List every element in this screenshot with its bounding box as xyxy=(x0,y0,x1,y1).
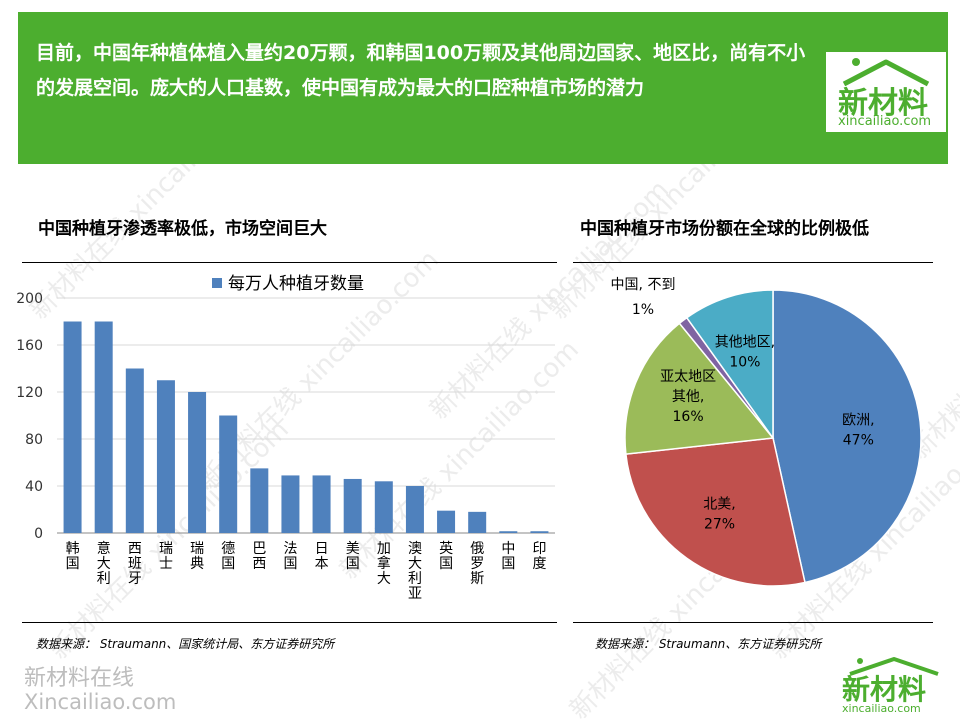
bar xyxy=(281,475,300,533)
bar xyxy=(219,415,238,533)
y-tick-label: 40 xyxy=(25,479,43,495)
x-tick-label: 瑞士 xyxy=(159,541,173,572)
bar xyxy=(63,321,82,533)
x-tick-label: 韩国 xyxy=(66,541,80,572)
legend-swatch xyxy=(212,278,222,288)
bar xyxy=(405,486,424,533)
bar xyxy=(343,478,362,533)
pie-slice xyxy=(624,322,775,455)
pie-label-name: 其他, xyxy=(672,389,704,405)
bar xyxy=(530,531,549,533)
banner-text: 目前，中国年种植体植入量约20万颗，和韩国100万颗及其他周边国家、地区比，尚有… xyxy=(36,42,806,99)
x-tick-label: 俄罗斯 xyxy=(470,541,484,587)
pie-label-name: 中国, 不到 xyxy=(611,277,676,293)
y-tick-label: 120 xyxy=(16,385,43,401)
bar xyxy=(188,392,207,533)
bar xyxy=(374,481,393,533)
bar xyxy=(437,510,456,533)
pie-slice xyxy=(625,437,806,587)
bar xyxy=(499,531,518,533)
pie-label-percent: 47% xyxy=(843,433,874,449)
pie-slice xyxy=(772,289,922,584)
x-tick-label: 英国 xyxy=(439,540,453,572)
x-tick-label: 日本 xyxy=(315,541,329,572)
bar xyxy=(156,380,175,533)
bottom-watermark-cn: 新材料在线 xyxy=(24,666,135,691)
right-bottom-divider xyxy=(573,622,933,623)
legend-label: 每万人种植牙数量 xyxy=(228,274,364,294)
bar xyxy=(94,321,113,533)
pie-label-percent: 1% xyxy=(632,302,654,318)
bar xyxy=(250,468,269,533)
footer-logo: 新材料 xincailiao.com xyxy=(838,654,950,718)
x-tick-label: 瑞典 xyxy=(190,541,204,572)
footer-logo-text-en: xincailiao.com xyxy=(842,702,921,715)
left-source: 数据来源： Straumann、国家统计局、东方证券研究所 xyxy=(36,637,335,651)
bar xyxy=(468,511,487,533)
left-divider xyxy=(22,262,557,263)
x-tick-label: 中国 xyxy=(501,541,515,572)
x-tick-label: 意大利 xyxy=(97,540,111,587)
y-tick-label: 200 xyxy=(16,291,43,307)
right-divider xyxy=(573,262,933,263)
x-tick-label: 加拿大 xyxy=(377,541,391,587)
bar xyxy=(312,475,331,533)
pie-label-name: 欧洲, xyxy=(842,413,874,429)
x-tick-label: 西班牙 xyxy=(128,541,142,587)
x-tick-label: 印度 xyxy=(532,541,546,572)
logo-text-cn: 新材料 xyxy=(838,86,928,121)
left-chart-title: 中国种植牙渗透率极低，市场空间巨大 xyxy=(38,219,327,239)
pie-label-name: 亚太地区 xyxy=(660,369,716,385)
footer-logo-text-cn: 新材料 xyxy=(842,673,927,706)
x-tick-label: 巴西 xyxy=(252,541,266,572)
bottom-watermark-en: Xincailiao.com xyxy=(24,690,177,714)
pie-label-name: 北美, xyxy=(703,497,735,513)
house-roof-icon xyxy=(842,58,930,87)
x-tick-label: 法国 xyxy=(283,541,297,572)
bar xyxy=(125,368,144,533)
right-source: 数据来源： Straumann、东方证券研究所 xyxy=(595,637,822,651)
pie-label-percent: 27% xyxy=(704,517,735,533)
x-tick-label: 德国 xyxy=(221,541,235,572)
left-bottom-divider xyxy=(22,622,557,623)
header-banner: 目前，中国年种植体植入量约20万颗，和韩国100万颗及其他周边国家、地区比，尚有… xyxy=(18,12,948,164)
pie-label-percent: 16% xyxy=(673,409,704,425)
logo-text-en: xincailiao.com xyxy=(838,114,932,129)
pie-slice xyxy=(685,289,774,441)
pie-label-percent: 10% xyxy=(729,355,760,371)
right-chart-title: 中国种植牙市场份额在全球的比例极低 xyxy=(580,219,869,239)
pie-label-name: 其他地区, xyxy=(715,335,775,351)
x-tick-label: 澳大利亚 xyxy=(408,541,422,602)
y-tick-label: 0 xyxy=(34,526,43,542)
y-tick-label: 80 xyxy=(25,432,43,448)
logo: 新材料 xincailiao.com xyxy=(826,52,946,132)
y-tick-label: 160 xyxy=(16,338,43,354)
house-roof-icon xyxy=(849,657,939,676)
x-tick-label: 美国 xyxy=(346,541,360,572)
